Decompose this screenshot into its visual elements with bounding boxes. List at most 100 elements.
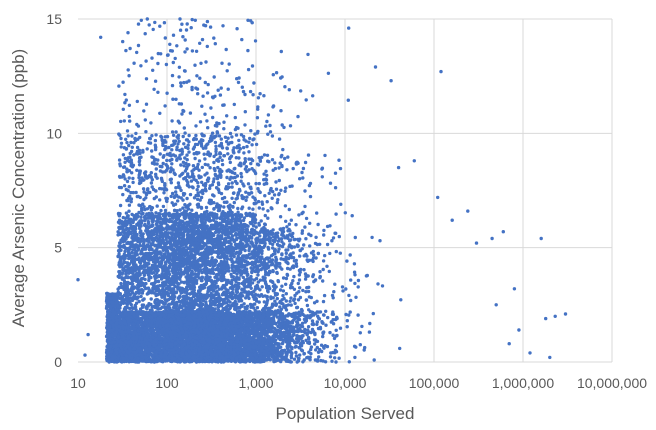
data-point [305, 303, 310, 308]
data-point [284, 292, 288, 296]
data-point [194, 124, 198, 128]
data-point [162, 191, 166, 195]
data-point [275, 292, 279, 296]
data-point [121, 39, 125, 44]
data-point [139, 294, 143, 299]
data-point [284, 255, 288, 259]
data-point [226, 152, 230, 156]
data-point [198, 41, 202, 45]
data-point [337, 158, 341, 162]
data-point [222, 205, 226, 209]
data-point [266, 245, 270, 250]
data-point [265, 173, 269, 177]
data-point [237, 138, 241, 143]
data-point [125, 140, 129, 145]
data-point [220, 162, 225, 167]
data-point [190, 208, 194, 212]
data-point [322, 233, 326, 237]
data-point [308, 194, 313, 199]
data-point [232, 102, 236, 107]
data-point [158, 152, 162, 156]
data-point [275, 200, 279, 205]
data-point [154, 189, 158, 193]
data-point [306, 153, 311, 157]
data-point [171, 133, 176, 137]
data-point [185, 158, 189, 162]
data-point [291, 333, 295, 338]
data-point [243, 157, 247, 161]
data-point [195, 74, 199, 78]
data-point [230, 185, 234, 189]
data-point [137, 175, 141, 180]
data-point [277, 166, 281, 170]
data-point [144, 59, 148, 63]
data-point [126, 68, 130, 72]
data-point [338, 251, 342, 255]
data-point [117, 84, 121, 88]
data-point [321, 334, 325, 339]
data-point [350, 214, 354, 218]
data-point [318, 242, 322, 246]
data-point [356, 285, 360, 289]
data-point [117, 158, 122, 162]
data-point [154, 133, 158, 137]
data-point [236, 206, 240, 211]
data-point [321, 299, 326, 304]
data-point [348, 310, 352, 314]
data-point [158, 198, 162, 202]
data-point [203, 157, 207, 161]
data-point [225, 69, 229, 73]
data-point [239, 179, 243, 183]
data-point [298, 286, 302, 290]
data-point [217, 134, 222, 138]
data-point [294, 350, 298, 355]
data-point [271, 296, 275, 300]
data-point [298, 254, 302, 258]
data-point [288, 299, 292, 303]
data-point [314, 348, 318, 352]
data-point [277, 178, 281, 183]
data-point [154, 167, 158, 171]
data-point [321, 331, 325, 335]
data-point [246, 182, 251, 186]
data-point [137, 299, 141, 304]
data-point [281, 147, 285, 152]
data-point [281, 293, 285, 298]
data-point [147, 23, 151, 27]
data-point [184, 28, 189, 32]
data-point [203, 162, 207, 167]
data-point [194, 133, 198, 138]
data-point [181, 171, 185, 175]
data-point [398, 346, 402, 351]
data-point [128, 46, 132, 51]
data-point [135, 99, 139, 104]
data-point [312, 301, 317, 305]
data-point [287, 88, 291, 92]
data-point [243, 123, 247, 127]
data-point [130, 145, 134, 149]
data-point [286, 155, 290, 159]
data-point [206, 163, 210, 167]
data-point [353, 355, 357, 360]
data-point [139, 215, 143, 219]
data-point [186, 172, 190, 176]
data-point [241, 145, 246, 150]
data-point [165, 158, 169, 163]
data-point [130, 250, 134, 255]
data-point [225, 175, 229, 180]
data-point [181, 206, 185, 210]
data-point [245, 144, 249, 149]
data-point [220, 230, 224, 235]
data-point [329, 351, 333, 355]
data-point [196, 184, 200, 189]
data-point [270, 158, 275, 162]
data-point [118, 133, 122, 137]
data-point [247, 140, 251, 144]
data-point [169, 194, 173, 199]
data-point [233, 115, 237, 120]
data-point [338, 166, 343, 171]
data-point [171, 97, 175, 101]
data-point [284, 186, 288, 190]
